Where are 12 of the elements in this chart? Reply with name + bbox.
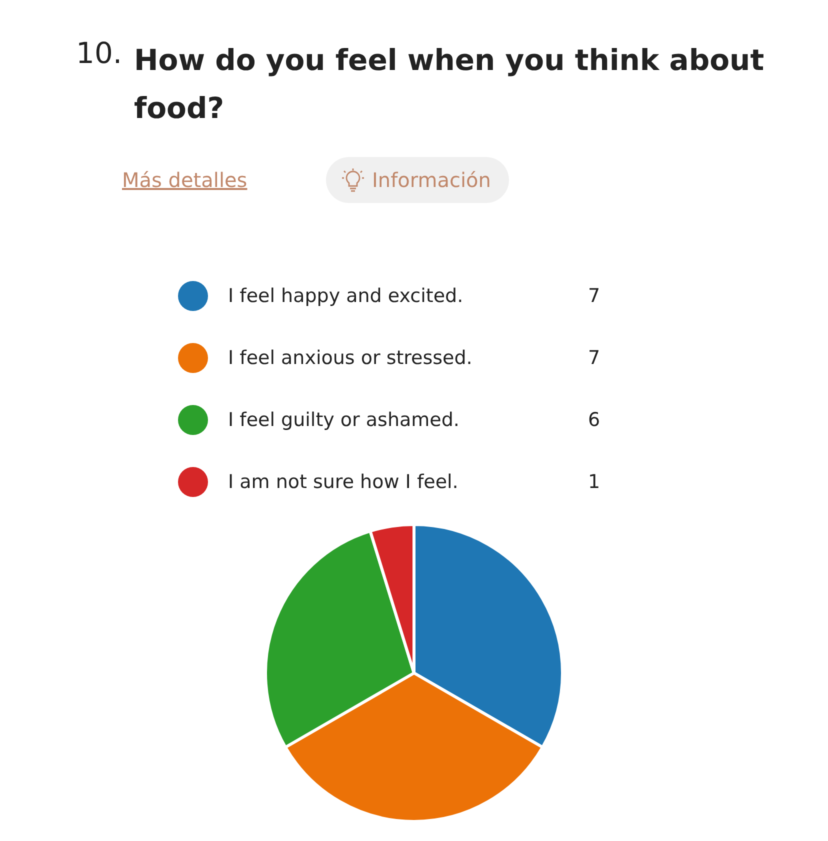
legend-label: I feel happy and excited. xyxy=(228,285,464,307)
text: 10. xyxy=(76,36,122,70)
data-label: 7 xyxy=(588,347,600,369)
text: Más detalles xyxy=(122,168,248,192)
legend-label: I feel anxious or stressed. xyxy=(228,347,474,369)
data-label: 7 xyxy=(588,285,600,307)
text: Información xyxy=(372,168,491,192)
chart-title: How do you feel when you think about food? xyxy=(134,42,766,127)
data-label: 1 xyxy=(588,471,600,493)
data-label: 6 xyxy=(588,409,600,431)
legend-label: I feel guilty or ashamed. xyxy=(228,409,460,431)
legend-label: I am not sure how I feel. xyxy=(228,471,460,493)
